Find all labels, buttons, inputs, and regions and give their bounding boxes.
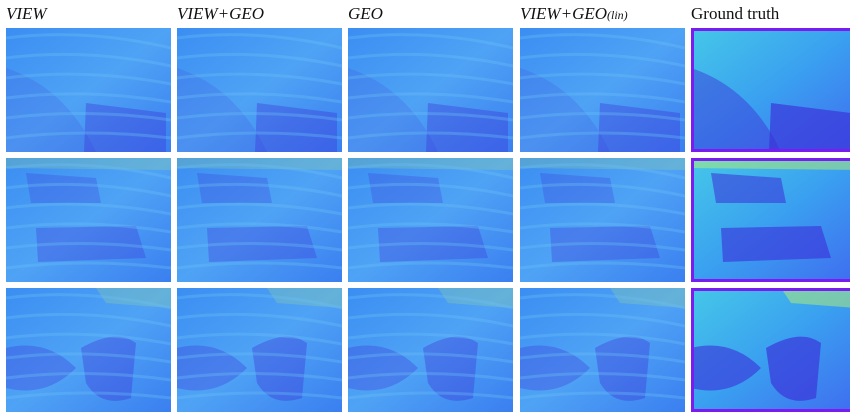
image-tile xyxy=(6,28,171,152)
depth-region xyxy=(6,158,171,170)
image-tile xyxy=(348,288,513,412)
image-tile xyxy=(520,158,685,282)
depth-region xyxy=(721,226,831,262)
image-tile xyxy=(6,158,171,282)
depth-region xyxy=(177,158,342,170)
image-tile xyxy=(348,28,513,152)
image-tile xyxy=(177,288,342,412)
image-tile xyxy=(520,28,685,152)
image-tile xyxy=(691,288,850,412)
image-grid xyxy=(0,0,850,415)
image-tile xyxy=(520,288,685,412)
figure-page: VIEW VIEW+GEO GEO VIEW+GEO(lin) Ground t… xyxy=(0,0,850,415)
image-tile xyxy=(177,28,342,152)
image-tile xyxy=(691,28,850,152)
image-tile xyxy=(691,158,850,282)
depth-region xyxy=(520,158,685,170)
image-tile xyxy=(348,158,513,282)
image-tile xyxy=(177,158,342,282)
image-tile xyxy=(6,288,171,412)
depth-region xyxy=(348,158,513,170)
